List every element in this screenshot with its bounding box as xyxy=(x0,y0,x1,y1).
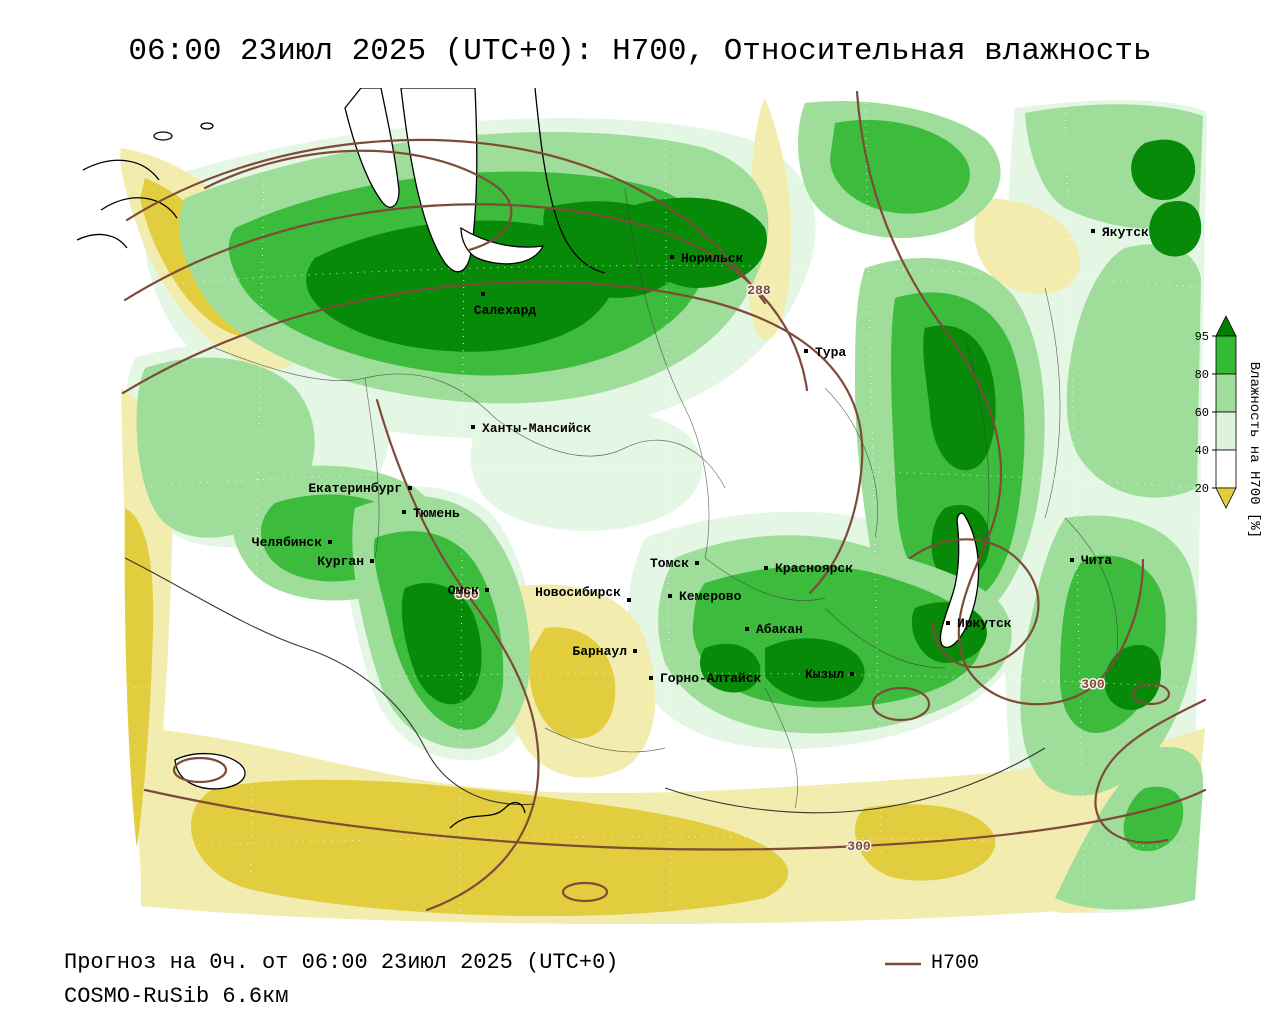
city-marker: Иркутск xyxy=(946,616,1012,631)
colorbar-tick-label: 95 xyxy=(1195,330,1209,344)
city-marker: Челябинск xyxy=(252,535,332,550)
colorbar-tick-label: 20 xyxy=(1195,482,1209,496)
city-label: Курган xyxy=(317,554,364,569)
city-label: Кемерово xyxy=(679,589,742,604)
city-marker: Омск xyxy=(448,583,489,598)
city-label: Томск xyxy=(650,556,689,571)
page-title: 06:00 23июл 2025 (UTC+0): H700, Относите… xyxy=(128,34,1152,69)
humidity-field xyxy=(120,98,1207,924)
contour-value-label: 300 xyxy=(455,587,479,602)
colorbar-tick-label: 40 xyxy=(1195,444,1209,458)
colorbar-svg: 95 80 60 40 20 xyxy=(1195,315,1237,509)
weather-map: 288 300 300 300 Норильск Салехард Тура Якутск Х… xyxy=(76,87,1207,925)
coastline-layer xyxy=(76,87,980,829)
city-marker: Абакан xyxy=(745,622,803,637)
city-marker: Кемерово xyxy=(668,589,742,604)
map-area: 288 300 300 300 Норильск Салехард Тура Якутск Х… xyxy=(65,87,1210,933)
city-label: Чита xyxy=(1081,553,1112,568)
city-label: Челябинск xyxy=(252,535,322,550)
city-marker: Горно-Алтайск xyxy=(649,671,762,686)
graticule xyxy=(119,92,1206,924)
city-marker: Норильск xyxy=(670,251,744,266)
lake-baikal xyxy=(939,512,980,648)
city-marker: Тюмень xyxy=(402,506,460,521)
colorbar-axis-label: Влажность на H700 [%] xyxy=(1246,362,1262,538)
city-marker: Салехард xyxy=(474,292,537,318)
city-marker: Красноярск xyxy=(764,561,853,576)
city-label: Омск xyxy=(448,583,479,598)
city-label: Абакан xyxy=(756,622,803,637)
city-marker: Ханты-Мансийск xyxy=(471,421,591,436)
city-label: Тюмень xyxy=(413,506,460,521)
contour-value-label: 288 xyxy=(747,283,771,298)
city-label: Салехард xyxy=(474,303,537,318)
city-marker: Якутск xyxy=(1091,225,1149,240)
city-label: Екатеринбург xyxy=(308,481,402,496)
city-label: Новосибирск xyxy=(535,585,621,600)
city-marker: Барнаул xyxy=(572,644,637,659)
contour-label-layer: 288 300 300 300 xyxy=(454,282,1107,856)
colorbar: 95 80 60 40 20 xyxy=(1195,315,1237,509)
city-marker: Тура xyxy=(804,345,846,360)
forecast-info: Прогноз на 0ч. от 06:00 23июл 2025 (UTC+… xyxy=(64,950,619,975)
admin-borders xyxy=(124,187,1118,814)
colorbar-segment xyxy=(1215,373,1237,413)
city-marker: Томск xyxy=(650,556,699,571)
contour-value-label: 300 xyxy=(1081,677,1105,692)
city-label: Горно-Алтайск xyxy=(660,671,762,686)
city-marker: Курган xyxy=(317,554,374,569)
city-marker: Кызыл xyxy=(805,667,854,682)
colorbar-arrow-top xyxy=(1215,315,1237,337)
city-label: Норильск xyxy=(681,251,744,266)
city-label: Барнаул xyxy=(572,644,627,659)
h700-legend-label: H700 xyxy=(931,952,980,975)
model-info: COSMO-RuSib 6.6км xyxy=(64,984,289,1009)
h700-line-sample xyxy=(885,962,921,965)
contour-value-label: 300 xyxy=(847,839,871,854)
city-layer: Норильск Салехард Тура Якутск Ханты-Мансийск… xyxy=(252,225,1149,686)
city-label: Красноярск xyxy=(775,561,853,576)
city-label: Кызыл xyxy=(805,667,844,682)
colorbar-segment xyxy=(1215,449,1237,489)
city-label: Якутск xyxy=(1102,225,1149,240)
city-marker: Екатеринбург xyxy=(308,481,412,496)
city-marker: Новосибирск xyxy=(535,585,631,602)
colorbar-arrow-bottom xyxy=(1215,487,1237,509)
city-label: Иркутск xyxy=(957,616,1012,631)
contour-legend: H700 xyxy=(884,952,979,975)
colorbar-axis: Влажность на H700 [%] xyxy=(1246,362,1262,538)
colorbar-tick-label: 80 xyxy=(1195,368,1209,382)
colorbar-segment xyxy=(1215,335,1237,375)
colorbar-segment xyxy=(1215,411,1237,451)
city-marker: Чита xyxy=(1070,553,1112,568)
colorbar-tick-label: 60 xyxy=(1195,406,1209,420)
city-label: Тура xyxy=(815,345,846,360)
h700-contours xyxy=(121,90,1207,912)
city-label: Ханты-Мансийск xyxy=(482,421,591,436)
